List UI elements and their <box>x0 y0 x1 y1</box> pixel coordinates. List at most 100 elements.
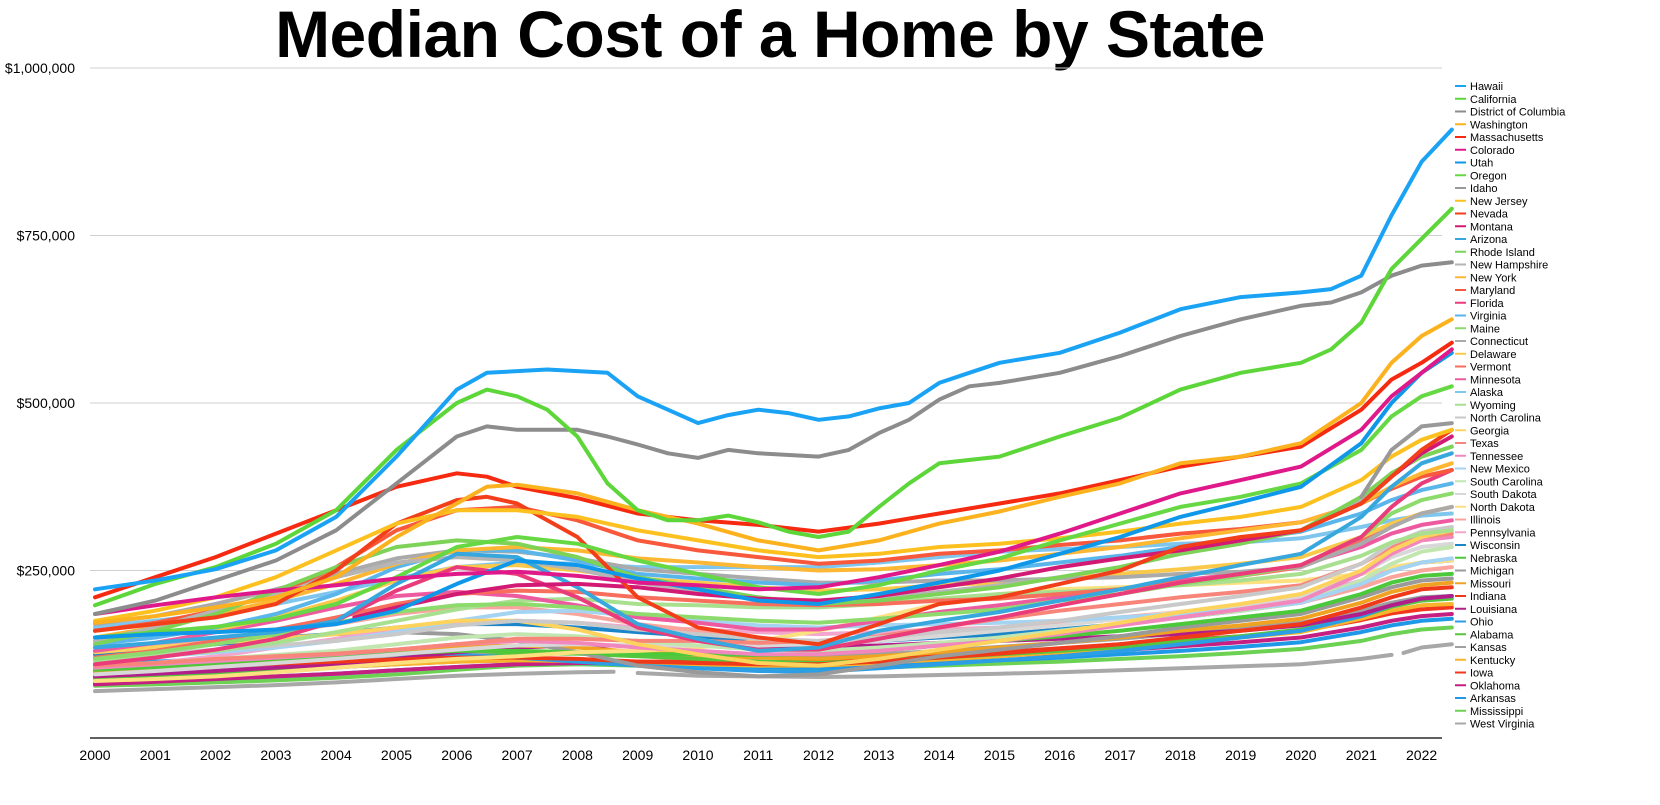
series-line <box>93 260 1454 616</box>
legend-item: Iowa <box>1455 668 1494 680</box>
x-tick-label: 2008 <box>562 747 593 763</box>
chart-title: Median Cost of a Home by State <box>275 0 1265 71</box>
legend-label: New Hampshire <box>1470 260 1548 272</box>
x-tick-label: 2003 <box>260 747 291 763</box>
legend-label: Missouri <box>1470 578 1511 590</box>
series-line <box>93 451 1454 653</box>
legend-label: Kansas <box>1470 642 1507 654</box>
legend-item: Maryland <box>1455 285 1515 297</box>
series-idaho <box>1359 421 1454 499</box>
legend-label: Oregon <box>1470 170 1507 182</box>
legend-label: Iowa <box>1470 668 1494 680</box>
series-washington <box>93 317 1454 625</box>
legend-item: Illinois <box>1455 515 1501 527</box>
series-line <box>93 317 1454 625</box>
legend-item: South Carolina <box>1455 476 1544 488</box>
legend-label: Indiana <box>1470 591 1507 603</box>
legend-label: Delaware <box>1470 349 1516 361</box>
legend-item: Alabama <box>1455 629 1514 641</box>
legend-label: Ohio <box>1470 617 1493 629</box>
x-tick-label: 2012 <box>803 747 834 763</box>
legend-item: Idaho <box>1455 183 1498 195</box>
x-tick-label: 2016 <box>1044 747 1075 763</box>
series-line <box>93 127 1454 592</box>
legend-label: District of Columbia <box>1470 107 1566 119</box>
legend-item: Massachusetts <box>1455 132 1544 144</box>
series-line <box>93 206 1454 608</box>
legend-item: Nebraska <box>1455 553 1518 565</box>
legend-item: Alaska <box>1455 387 1504 399</box>
legend-item: Washington <box>1455 119 1528 131</box>
legend-item: Vermont <box>1455 362 1511 374</box>
legend-item: California <box>1455 94 1517 106</box>
series-line <box>93 525 1454 661</box>
x-tick-label: 2022 <box>1406 747 1437 763</box>
legend-label: Texas <box>1470 438 1499 450</box>
x-tick-label: 2019 <box>1225 747 1256 763</box>
legend-item: Texas <box>1455 438 1499 450</box>
legend-item: Hawaii <box>1455 81 1503 93</box>
legend-label: Alaska <box>1470 387 1504 399</box>
legend-item: New Jersey <box>1455 196 1528 208</box>
legend-item: West Virginia <box>1455 719 1535 731</box>
legend-item: New Mexico <box>1455 464 1530 476</box>
legend-label: Virginia <box>1470 311 1507 323</box>
x-tick-label: 2004 <box>321 747 352 763</box>
legend-label: Wisconsin <box>1470 540 1520 552</box>
legend-item: Tennessee <box>1455 451 1523 463</box>
series-nevada <box>93 427 1454 647</box>
legend-item: Delaware <box>1455 349 1516 361</box>
legend-label: Oklahoma <box>1470 680 1521 692</box>
series-line <box>93 350 1454 640</box>
legend-label: West Virginia <box>1470 719 1535 731</box>
series-colorado <box>93 347 1454 616</box>
legend-label: Hawaii <box>1470 81 1503 93</box>
x-tick-label: 2005 <box>381 747 412 763</box>
series-hawaii <box>93 127 1454 592</box>
legend-label: Kentucky <box>1470 655 1516 667</box>
legend-label: Maine <box>1470 323 1500 335</box>
legend-item: Connecticut <box>1455 336 1528 348</box>
series-delaware <box>93 504 1454 643</box>
x-tick-label: 2014 <box>924 747 955 763</box>
legend-item: Oklahoma <box>1455 680 1521 692</box>
legend-item: Arkansas <box>1455 693 1516 705</box>
series-california <box>93 206 1454 608</box>
legend-label: Montana <box>1470 221 1514 233</box>
legend-item: Oregon <box>1455 170 1507 182</box>
legend-label: Nebraska <box>1470 553 1518 565</box>
x-tick-label: 2002 <box>200 747 231 763</box>
legend-label: Tennessee <box>1470 451 1523 463</box>
legend-item: Colorado <box>1455 145 1515 157</box>
legend-item: Minnesota <box>1455 374 1522 386</box>
x-tick-label: 2007 <box>502 747 533 763</box>
legend-label: Rhode Island <box>1470 247 1535 259</box>
legend-label: Georgia <box>1470 425 1510 437</box>
legend-item: Mississippi <box>1455 706 1523 718</box>
legend-item: Kentucky <box>1455 655 1516 667</box>
axes: $250,000 $500,000 $750,000 $1,000,000 2000 20… <box>5 60 1442 763</box>
legend-label: California <box>1470 94 1517 106</box>
legend-label: Utah <box>1470 158 1493 170</box>
legend-label: Pennsylvania <box>1470 527 1536 539</box>
legend-label: Arizona <box>1470 234 1508 246</box>
legend-item: Utah <box>1455 158 1493 170</box>
legend-label: Nevada <box>1470 209 1509 221</box>
legend-item: New York <box>1455 272 1517 284</box>
legend-label: Florida <box>1470 298 1505 310</box>
series-oregon <box>93 384 1454 640</box>
series-new-jersey <box>93 427 1454 623</box>
legend-item: District of Columbia <box>1455 107 1566 119</box>
legend-item: Missouri <box>1455 578 1511 590</box>
x-tick-label: 2021 <box>1346 747 1377 763</box>
legend-item: New Hampshire <box>1455 260 1548 272</box>
y-tick-label: $250,000 <box>17 563 76 579</box>
series-arizona <box>93 451 1454 653</box>
x-tick-label: 2009 <box>622 747 653 763</box>
legend-label: Michigan <box>1470 566 1514 578</box>
series-district-of-columbia <box>93 260 1454 616</box>
series-line <box>93 669 616 694</box>
series-line <box>93 384 1454 640</box>
series-lines <box>93 127 1454 694</box>
